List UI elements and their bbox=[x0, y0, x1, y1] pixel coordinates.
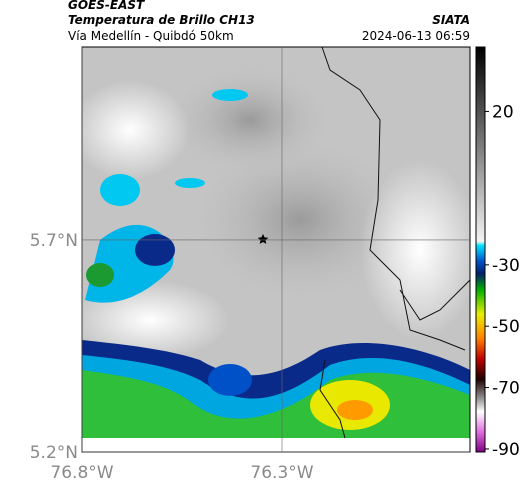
org: SIATA bbox=[432, 13, 470, 27]
colorbar-tick-label: 20 bbox=[492, 102, 514, 122]
y-tick-label: 5.7°N bbox=[30, 231, 78, 251]
x-tick-label: 76.8°W bbox=[50, 463, 113, 483]
title: Temperatura de Brillo CH13 bbox=[68, 13, 255, 27]
y-tick-label: 5.2°N bbox=[30, 443, 78, 463]
location-marker bbox=[257, 234, 269, 244]
colorbar-tick-label: -70 bbox=[492, 379, 520, 399]
x-tick-label: 76.3°W bbox=[250, 463, 313, 483]
source: GOES-EAST bbox=[68, 0, 145, 12]
subtitle: Vía Medellín - Quibdó 50km bbox=[68, 29, 234, 43]
datetime: 2024-06-13 06:59 bbox=[362, 29, 470, 43]
satellite-image bbox=[82, 47, 470, 438]
colorbar-tick-label: -90 bbox=[492, 440, 520, 460]
colorbar-tick-label: -50 bbox=[492, 317, 520, 337]
colorbar bbox=[475, 46, 486, 453]
colorbar-tick-label: -30 bbox=[492, 256, 520, 276]
